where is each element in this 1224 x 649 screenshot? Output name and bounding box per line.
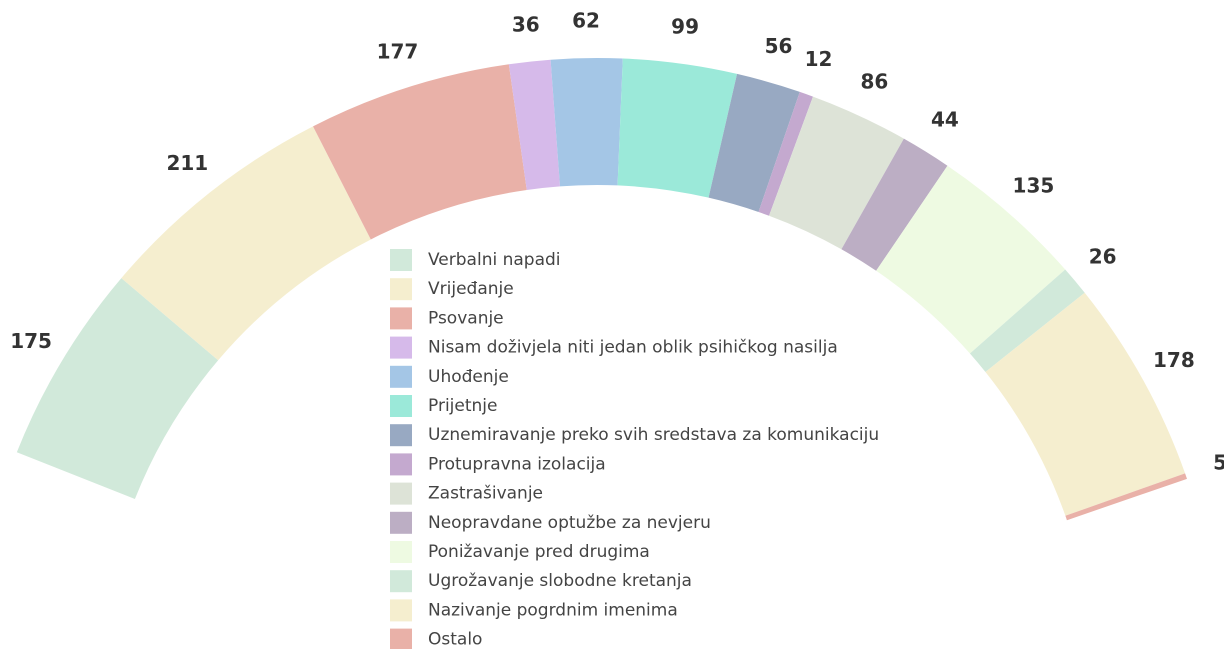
- arc-segment: [508, 59, 561, 190]
- legend-label: Vrijeđanje: [428, 279, 514, 299]
- legend-label: Uznemiravanje preko svih sredstava za ko…: [428, 425, 879, 445]
- data-label: 211: [166, 151, 208, 175]
- legend-swatch: [390, 424, 412, 447]
- legend-label: Protupravna izolacija: [428, 454, 606, 474]
- legend-label: Ponižavanje pred drugima: [428, 542, 650, 562]
- legend-label: Zastrašivanje: [428, 484, 543, 504]
- arc-segment: [841, 138, 948, 271]
- legend-label: Ostalo: [428, 630, 482, 649]
- arc-segment: [758, 91, 813, 216]
- legend-swatch: [390, 599, 412, 622]
- data-label: 178: [1153, 348, 1195, 372]
- legend-swatch: [390, 365, 412, 388]
- legend-swatch: [390, 453, 412, 476]
- data-label: 99: [671, 14, 699, 38]
- arc-segment: [16, 278, 219, 500]
- legend-label: Nisam doživjela niti jedan oblik psihičk…: [428, 338, 838, 358]
- legend-swatch: [390, 570, 412, 593]
- arc-segment: [121, 126, 371, 361]
- data-label: 62: [572, 9, 600, 33]
- legend-label: Ugrožavanje slobodne kretanja: [428, 571, 692, 591]
- arc-segment: [985, 292, 1186, 516]
- arc-segment: [617, 58, 738, 198]
- legend-swatch: [390, 278, 412, 301]
- arc-segment: [1065, 473, 1188, 521]
- legend-label: Psovanje: [428, 308, 504, 328]
- legend-swatch: [390, 336, 412, 359]
- legend-swatch: [390, 511, 412, 534]
- data-label: 12: [805, 47, 833, 71]
- legend-swatch: [390, 482, 412, 505]
- legend-swatch: [390, 541, 412, 563]
- legend-swatch: [390, 249, 412, 271]
- arc-segment: [708, 73, 800, 212]
- data-label: 56: [765, 34, 793, 58]
- data-label: 86: [860, 70, 888, 94]
- data-label: 5: [1213, 451, 1224, 475]
- data-label: 36: [512, 12, 540, 36]
- arc-segment: [769, 96, 904, 250]
- legend-label: Verbalni napadi: [428, 250, 561, 270]
- arc-segment: [969, 269, 1085, 372]
- data-label: 135: [1013, 173, 1055, 197]
- legend-swatch: [390, 307, 412, 330]
- data-label: 44: [931, 108, 959, 132]
- legend-label: Neopravdane optužbe za nevjeru: [428, 513, 711, 533]
- legend-label: Nazivanje pogrdnim imenima: [428, 600, 678, 620]
- legend-label: Uhođenje: [428, 367, 509, 387]
- legend-swatch: [390, 395, 412, 417]
- data-label: 175: [10, 329, 52, 353]
- legend-swatch: [390, 628, 412, 649]
- arc-segment: [876, 165, 1066, 354]
- data-label: 177: [377, 39, 419, 63]
- data-label: 26: [1089, 244, 1117, 268]
- legend-label: Prijetnje: [428, 396, 497, 416]
- arc-segment: [550, 58, 623, 187]
- arc-segment: [313, 64, 527, 240]
